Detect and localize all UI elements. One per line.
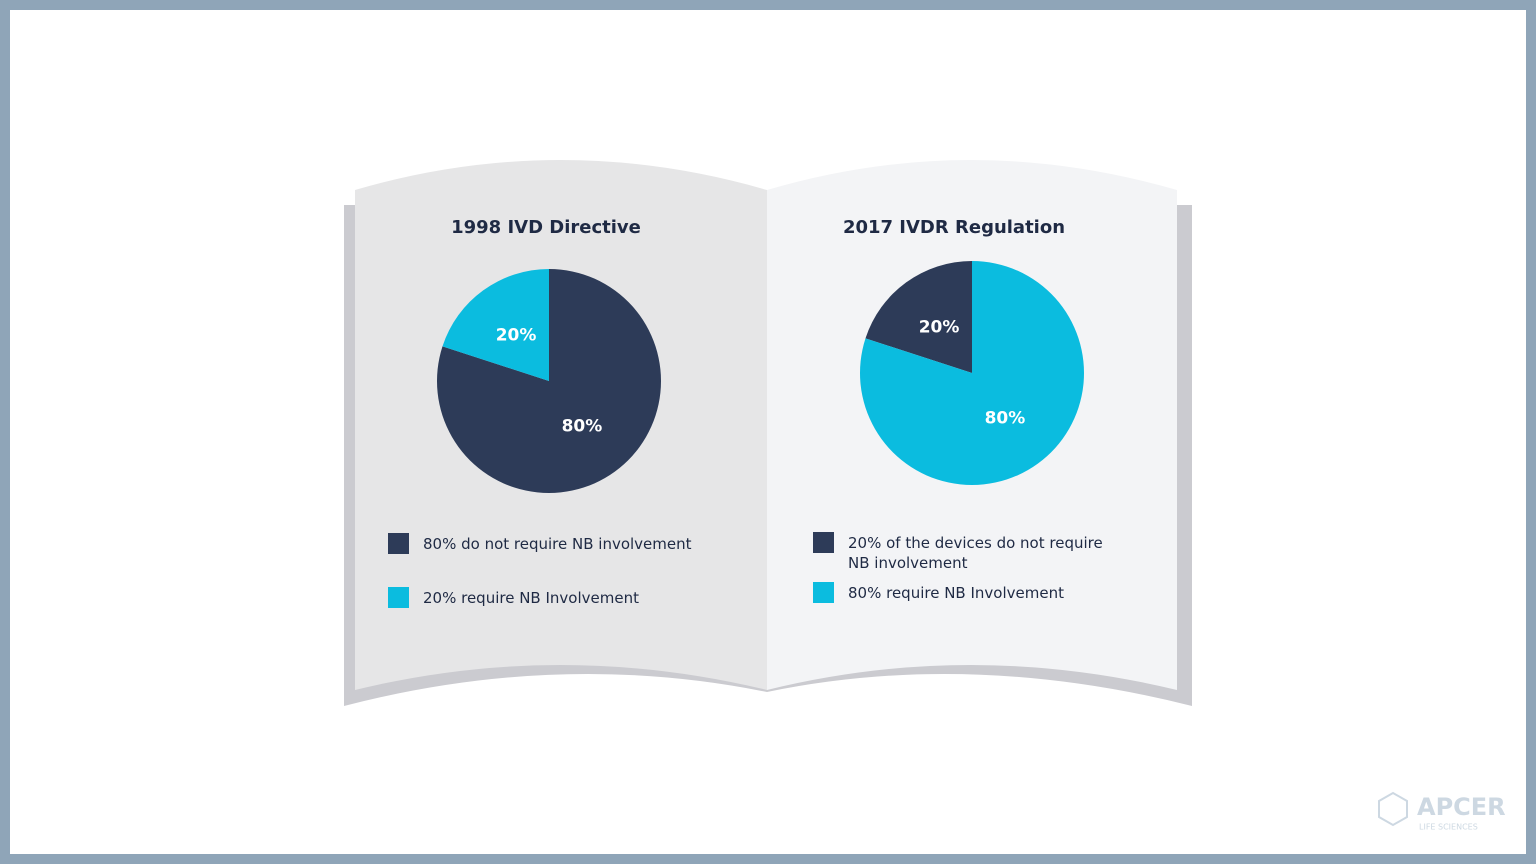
logo-icon (1378, 791, 1408, 827)
slice-label: 80% (985, 408, 1026, 428)
slice-label: 80% (562, 416, 603, 436)
pie-slice (442, 269, 549, 381)
legend-label: 80% do not require NB involvement (423, 535, 692, 553)
pie-slice (860, 261, 1084, 486)
logo: APCER LIFE SCIENCES (1378, 791, 1506, 832)
legend-swatch (813, 532, 834, 553)
logo-tagline: LIFE SCIENCES (1419, 823, 1478, 832)
legend-swatch (388, 533, 409, 554)
logo-name: APCER (1417, 793, 1506, 821)
slice-label: 20% (496, 326, 537, 346)
legend-swatch (813, 582, 834, 603)
legend-label: 20% of the devices do not require NB inv… (848, 534, 1103, 572)
legend-label: 80% require NB Involvement (848, 584, 1064, 602)
chart-title: 1998 IVD Directive (451, 217, 641, 238)
pie-slice (865, 261, 972, 373)
chart-title: 2017 IVDR Regulation (843, 217, 1065, 238)
legend-swatch (388, 587, 409, 608)
slice-label: 20% (919, 318, 960, 338)
legend-label: 20% require NB Involvement (423, 589, 639, 607)
